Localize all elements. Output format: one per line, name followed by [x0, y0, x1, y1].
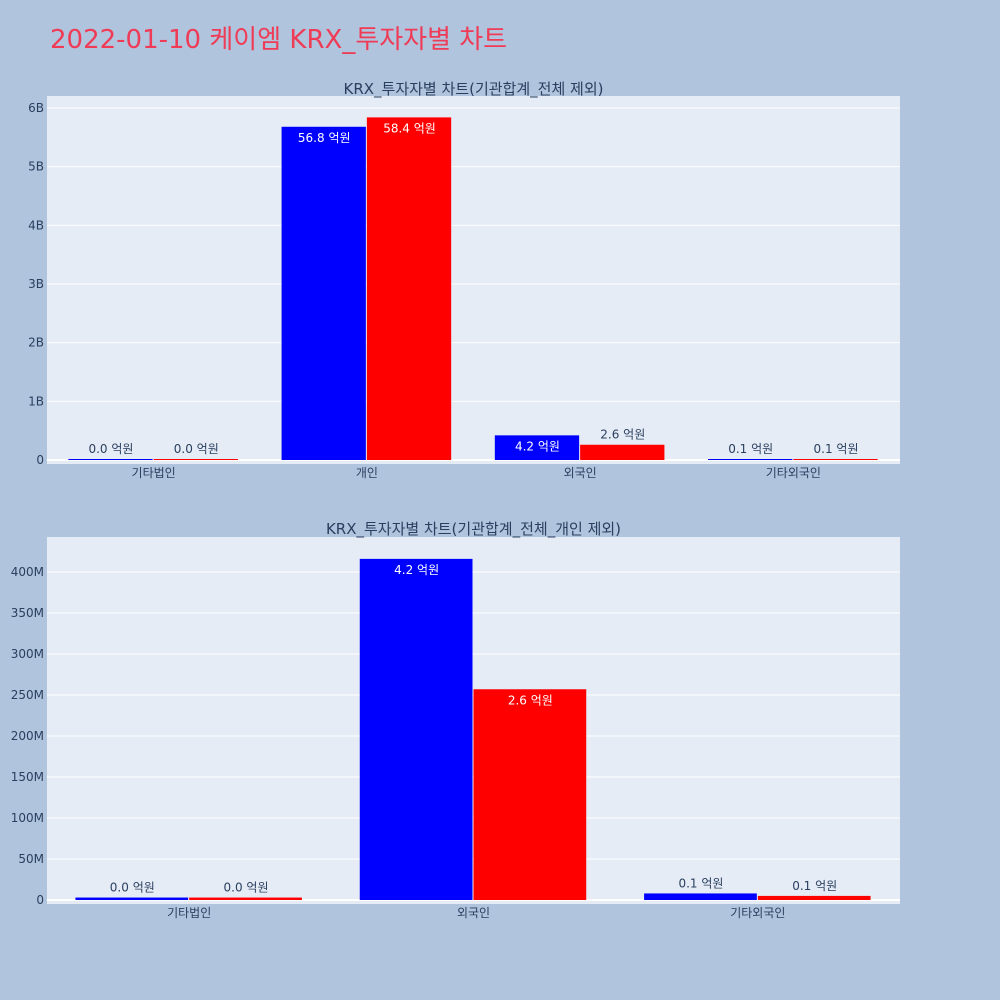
bar — [793, 459, 878, 460]
y-tick-label: 150M — [11, 770, 44, 784]
data-label: 0.1 억원 — [728, 442, 773, 456]
y-tick-label: 3B — [28, 277, 44, 291]
data-label: 0.0 억원 — [110, 881, 155, 895]
bar — [494, 435, 580, 460]
bar — [189, 897, 302, 900]
plot-background — [47, 96, 900, 464]
y-tick-label: 5B — [28, 160, 44, 174]
x-tick-label: 외국인 — [457, 906, 490, 920]
data-label: 58.4 억원 — [383, 121, 436, 135]
bar — [359, 558, 473, 900]
y-tick-label: 6B — [28, 101, 44, 115]
chart-1: 0 1B 2B 3B 4B 5B 6B KRX_투자자별 차트(기관합계_전체 제외) 기타법인… — [28, 80, 900, 480]
data-label: 0.0 억원 — [88, 442, 133, 456]
bar — [473, 689, 587, 900]
y-tick-label: 1B — [28, 394, 44, 408]
chart-title: KRX_투자자별 차트(기관합계_전체_개인 제외) — [326, 520, 621, 539]
x-tick-label: 기타외국인 — [766, 466, 821, 480]
page-title: 2022-01-10 케이엠 KRX_투자자별 차트 — [50, 25, 508, 55]
data-label: 0.1 억원 — [814, 442, 859, 456]
y-tick-label: 2B — [28, 336, 44, 350]
x-tick-label: 기타외국인 — [730, 906, 785, 920]
y-tick-label: 100M — [11, 811, 44, 825]
bar — [153, 459, 238, 460]
bar — [281, 126, 366, 461]
x-tick-label: 외국인 — [564, 466, 597, 480]
data-label: 4.2 억원 — [515, 439, 560, 453]
y-tick-label: 250M — [11, 688, 44, 702]
data-label: 2.6 억원 — [508, 693, 553, 707]
data-label: 0.0 억원 — [174, 442, 219, 456]
data-label: 56.8 억원 — [298, 131, 351, 145]
bar — [366, 117, 452, 461]
bar — [68, 459, 153, 460]
bar — [708, 459, 793, 460]
y-tick-label: 0 — [36, 893, 44, 907]
x-tick-label: 개인 — [356, 466, 378, 480]
y-tick-label: 400M — [11, 565, 44, 579]
x-tick-label: 기타법인 — [132, 466, 176, 480]
data-label: 0.1 억원 — [678, 876, 723, 890]
bar — [75, 897, 189, 900]
y-tick-label: 50M — [18, 852, 44, 866]
y-tick-label: 4B — [28, 218, 44, 232]
bar — [580, 444, 665, 460]
chart-2: 0 50M 100M 150M 200M 250M 300M 350M 400M KRX_투자자별… — [11, 520, 900, 920]
y-tick-label: 300M — [11, 647, 44, 661]
y-tick-label: 350M — [11, 606, 44, 620]
y-tick-label: 200M — [11, 729, 44, 743]
chart-title: KRX_투자자별 차트(기관합계_전체 제외) — [344, 80, 604, 99]
y-tick-label: 0 — [36, 453, 44, 467]
x-tick-label: 기타법인 — [167, 906, 211, 920]
data-label: 0.1 억원 — [792, 879, 837, 893]
bar — [757, 895, 871, 900]
data-label: 2.6 억원 — [600, 428, 645, 442]
data-label: 0.0 억원 — [224, 881, 269, 895]
data-label: 4.2 억원 — [394, 563, 439, 577]
bar — [644, 893, 757, 900]
